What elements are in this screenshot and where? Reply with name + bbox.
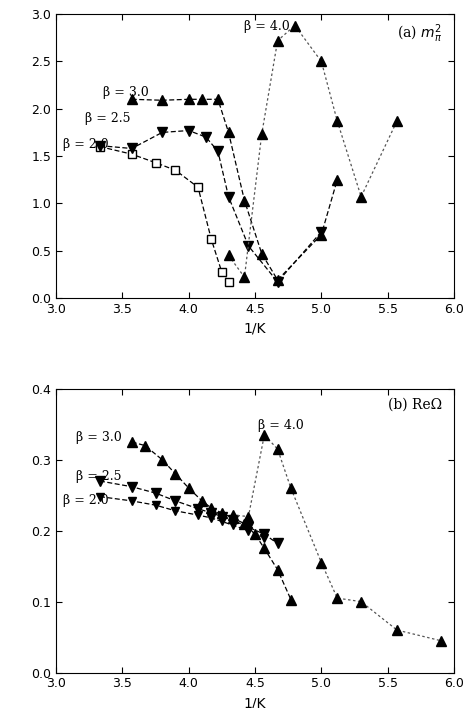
Text: (a) $m_\pi^2$: (a) $m_\pi^2$ <box>397 23 442 45</box>
X-axis label: 1/K: 1/K <box>244 696 266 708</box>
Text: (b) ReΩ: (b) ReΩ <box>388 397 442 411</box>
Text: β = 4.0: β = 4.0 <box>244 20 290 33</box>
X-axis label: 1/K: 1/K <box>244 321 266 336</box>
Text: β = 4.0: β = 4.0 <box>258 418 303 432</box>
Text: β = 2.0: β = 2.0 <box>63 494 109 508</box>
Text: β = 2.0: β = 2.0 <box>63 138 109 152</box>
Text: β = 2.5: β = 2.5 <box>85 112 131 125</box>
Text: β = 3.0: β = 3.0 <box>76 430 122 443</box>
Text: β = 2.5: β = 2.5 <box>76 470 122 484</box>
Text: β = 3.0: β = 3.0 <box>102 86 148 99</box>
